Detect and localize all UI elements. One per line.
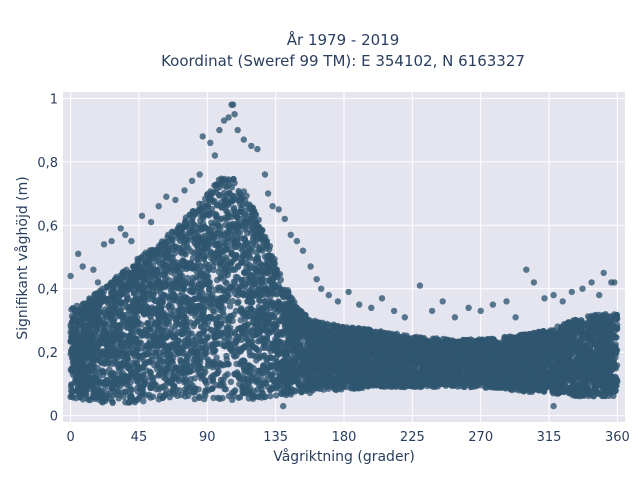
data-point (234, 262, 241, 270)
data-point (584, 313, 592, 320)
data-point (122, 399, 129, 406)
data-point (213, 354, 220, 361)
data-point (102, 297, 110, 304)
data-point (229, 297, 236, 305)
data-point (247, 229, 255, 236)
chart-title-line-1: År 1979 - 2019 (287, 30, 400, 49)
data-point (242, 224, 249, 231)
data-point (210, 394, 217, 402)
data-points (67, 101, 621, 410)
data-point (246, 254, 254, 262)
chart-title-line-2: Koordinat (Sweref 99 TM): E 354102, N 61… (161, 52, 525, 70)
data-point (187, 376, 195, 383)
data-point (223, 183, 230, 190)
data-point (194, 256, 201, 263)
data-point (223, 324, 230, 331)
